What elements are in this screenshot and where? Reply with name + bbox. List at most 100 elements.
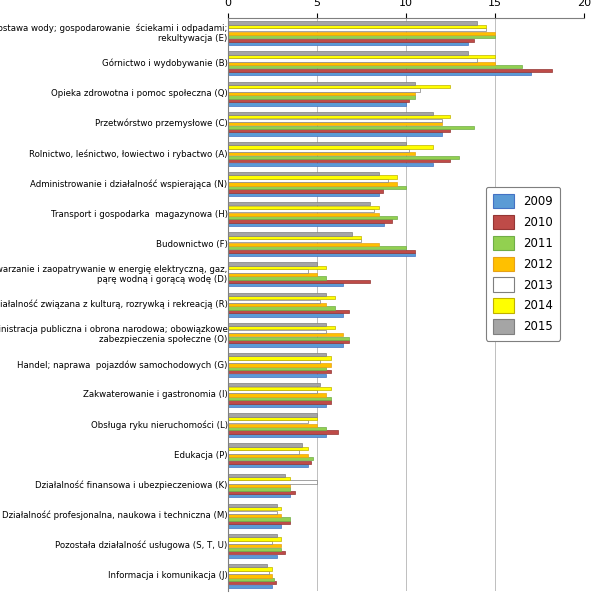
Bar	[228, 431, 338, 434]
Bar	[228, 457, 313, 461]
Bar	[228, 326, 335, 329]
Bar	[228, 447, 308, 450]
Bar	[228, 581, 276, 584]
Bar	[228, 336, 349, 340]
Text: Zakwaterowanie i gastronomia (I): Zakwaterowanie i gastronomia (I)	[83, 391, 228, 399]
Bar	[228, 494, 290, 497]
Bar	[228, 473, 285, 477]
Bar	[228, 404, 326, 407]
Text: Górnictwo i wydobywanie (B): Górnictwo i wydobywanie (B)	[101, 58, 228, 68]
Bar	[228, 129, 450, 132]
Bar	[228, 514, 281, 517]
Bar	[228, 534, 277, 537]
Bar	[228, 103, 406, 106]
Bar	[228, 152, 415, 156]
Bar	[228, 236, 362, 239]
Bar	[228, 450, 299, 453]
Bar	[228, 461, 311, 464]
Bar	[228, 25, 486, 28]
Bar	[228, 81, 415, 85]
Text: Rolnictwo, leśnictwo, łowiectwo i rybactwo (A): Rolnictwo, leśnictwo, łowiectwo i rybact…	[29, 149, 228, 159]
Bar	[228, 400, 331, 403]
Bar	[228, 443, 303, 447]
Bar	[228, 39, 474, 42]
Bar	[228, 340, 349, 343]
Bar	[228, 250, 415, 253]
Bar	[228, 280, 370, 283]
Bar	[228, 186, 406, 189]
Bar	[228, 112, 433, 115]
Bar	[228, 133, 442, 136]
Bar	[228, 246, 406, 250]
Bar	[228, 209, 374, 212]
Bar	[228, 397, 331, 400]
Bar	[228, 296, 335, 299]
Bar	[228, 537, 281, 540]
Bar	[228, 574, 272, 578]
Text: Transport i gospodarka  magazynowa (H): Transport i gospodarka magazynowa (H)	[50, 210, 228, 218]
Bar	[228, 189, 383, 192]
Bar	[228, 517, 290, 521]
Bar	[228, 413, 317, 417]
Bar	[228, 481, 317, 484]
Bar	[228, 276, 326, 280]
Text: Handel; naprawa  pojazdów samochodowych (G): Handel; naprawa pojazdów samochodowych (…	[17, 360, 228, 370]
Bar	[228, 172, 379, 175]
Bar	[228, 330, 326, 333]
Bar	[228, 292, 326, 296]
Bar	[228, 434, 326, 437]
Bar	[228, 115, 450, 118]
Bar	[228, 491, 295, 494]
Bar	[228, 242, 379, 246]
Bar	[228, 58, 477, 62]
Bar	[228, 270, 308, 273]
Bar	[228, 310, 349, 313]
Bar	[228, 511, 277, 514]
Bar	[228, 567, 272, 570]
Bar	[228, 464, 308, 467]
Bar	[228, 323, 326, 326]
Bar	[228, 72, 531, 75]
Bar	[228, 21, 477, 25]
Bar	[228, 223, 384, 226]
Bar	[228, 142, 406, 145]
Bar	[228, 360, 320, 363]
Text: Przetwórstwo przemysłowe (C): Przetwórstwo przemysłowe (C)	[95, 119, 228, 128]
Bar	[228, 484, 290, 487]
Bar	[228, 571, 269, 574]
Bar	[228, 551, 285, 554]
Bar	[228, 262, 317, 266]
Bar	[228, 367, 326, 370]
Bar	[228, 333, 343, 336]
Text: Działalność profesjonalna, naukowa i techniczna (M): Działalność profesjonalna, naukowa i tec…	[2, 511, 228, 520]
Text: Pozostała działalność usługowa (S, T, U): Pozostała działalność usługowa (S, T, U)	[55, 541, 228, 551]
Bar	[228, 300, 320, 303]
Text: Wytwarzanie i zaopatrywanie w energię elektryczną, gaz,
pąrę wodną i gorącą wodę: Wytwarzanie i zaopatrywanie w energię el…	[0, 265, 228, 284]
Text: Działalność finansowa i ubezpieczeniowa (K): Działalność finansowa i ubezpieczeniowa …	[35, 481, 228, 490]
Bar	[228, 85, 450, 88]
Bar	[228, 266, 326, 269]
Bar	[228, 417, 317, 420]
Bar	[228, 548, 281, 551]
Bar	[228, 393, 326, 397]
Bar	[228, 159, 450, 162]
Bar	[228, 179, 388, 182]
Bar	[228, 273, 317, 276]
Bar	[228, 283, 343, 286]
Bar	[228, 427, 326, 431]
Bar	[228, 99, 410, 102]
Bar	[228, 149, 410, 152]
Bar	[228, 182, 397, 186]
Bar	[228, 564, 267, 567]
Bar	[228, 69, 552, 72]
Bar	[228, 125, 474, 129]
Bar	[228, 145, 433, 148]
Bar	[228, 578, 274, 581]
Bar	[228, 387, 331, 390]
Bar	[228, 344, 343, 347]
Bar	[228, 507, 281, 510]
Bar	[228, 314, 343, 317]
Bar	[228, 219, 392, 223]
Bar	[228, 504, 277, 507]
Bar	[228, 122, 442, 125]
